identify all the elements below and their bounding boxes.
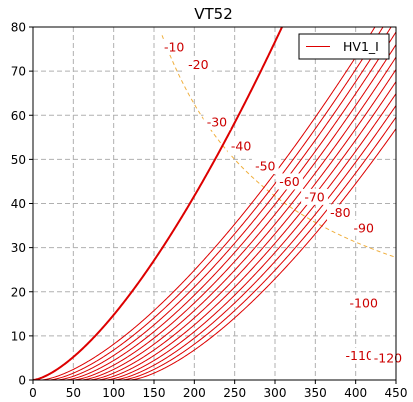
x-tick-label: 450 bbox=[385, 386, 408, 400]
plate-curve bbox=[33, 81, 396, 380]
x-tick-label: 0 bbox=[29, 386, 37, 400]
grid-voltage-labels: -10 -20 -30 -40 -50 -60 -70 -80 -90 -100 -110 -120 bbox=[160, 38, 406, 366]
curve-label: -80 bbox=[330, 205, 350, 220]
plate-curve bbox=[33, 44, 396, 380]
curve-label-bg bbox=[342, 347, 377, 364]
curve-label: -90 bbox=[354, 220, 374, 235]
x-tick-label: 100 bbox=[102, 386, 125, 400]
curve-label: -30 bbox=[207, 114, 227, 129]
curve-label: -40 bbox=[231, 139, 251, 154]
y-tick-label: 40 bbox=[11, 197, 26, 211]
plate-curve bbox=[33, 27, 284, 380]
plate-curve bbox=[33, 116, 396, 380]
curve-label-bg bbox=[326, 204, 354, 221]
y-tick-label: 50 bbox=[11, 153, 26, 167]
plate-curve bbox=[33, 27, 392, 380]
plate-curve bbox=[33, 93, 396, 380]
curve-label-bg bbox=[276, 173, 303, 190]
x-tick-label: 200 bbox=[183, 386, 206, 400]
y-tick-label: 80 bbox=[11, 21, 26, 35]
y-tick-label: 60 bbox=[11, 109, 26, 123]
curve-label-bg bbox=[203, 113, 231, 130]
chart-title: VT52 bbox=[194, 5, 233, 23]
curve-label-bg bbox=[301, 188, 328, 205]
curve-label: -20 bbox=[188, 57, 208, 72]
x-tick-label: 400 bbox=[344, 386, 367, 400]
curve-label: -110 bbox=[346, 348, 374, 363]
x-tick-label: 350 bbox=[304, 386, 327, 400]
x-tick-label: 250 bbox=[223, 386, 246, 400]
curve-label: -120 bbox=[374, 350, 402, 365]
curve-label-bg bbox=[346, 294, 381, 311]
y-tick-label: 10 bbox=[11, 329, 26, 343]
y-tick-label: 0 bbox=[18, 374, 26, 388]
plate-curve bbox=[33, 128, 396, 380]
y-tick-label: 30 bbox=[11, 241, 26, 255]
plate-curve bbox=[33, 27, 376, 380]
x-tick-label: 50 bbox=[66, 386, 81, 400]
plate-curve bbox=[33, 56, 396, 380]
legend-label: HV1_I bbox=[343, 39, 379, 54]
plate-curve bbox=[33, 31, 396, 380]
curve-label: -70 bbox=[304, 189, 324, 204]
curve-label: -10 bbox=[164, 39, 184, 54]
curve-label: -100 bbox=[350, 295, 378, 310]
legend: HV1_I bbox=[298, 33, 390, 60]
curve-label-bg bbox=[350, 219, 378, 236]
plate-curves bbox=[33, 27, 396, 380]
plate-curve bbox=[33, 27, 384, 380]
axis-ticks: 0 50 100 150 200 250 300 350 400 450 0 10 20 30 40 50 60… bbox=[11, 21, 408, 401]
curve-label-bg bbox=[227, 138, 255, 155]
x-tick-label: 150 bbox=[143, 386, 166, 400]
y-tick-label: 20 bbox=[11, 285, 26, 299]
curve-label: -50 bbox=[255, 158, 275, 173]
curve-label-bg bbox=[160, 38, 188, 55]
curve-label-bg bbox=[370, 349, 406, 366]
plate-curve bbox=[33, 105, 396, 380]
grid bbox=[33, 27, 396, 380]
y-tick-label: 70 bbox=[11, 65, 26, 79]
x-tick-label: 300 bbox=[264, 386, 287, 400]
curve-label-bg bbox=[251, 157, 279, 174]
curve-label: -60 bbox=[279, 174, 299, 189]
curve-label-bg bbox=[184, 56, 212, 73]
